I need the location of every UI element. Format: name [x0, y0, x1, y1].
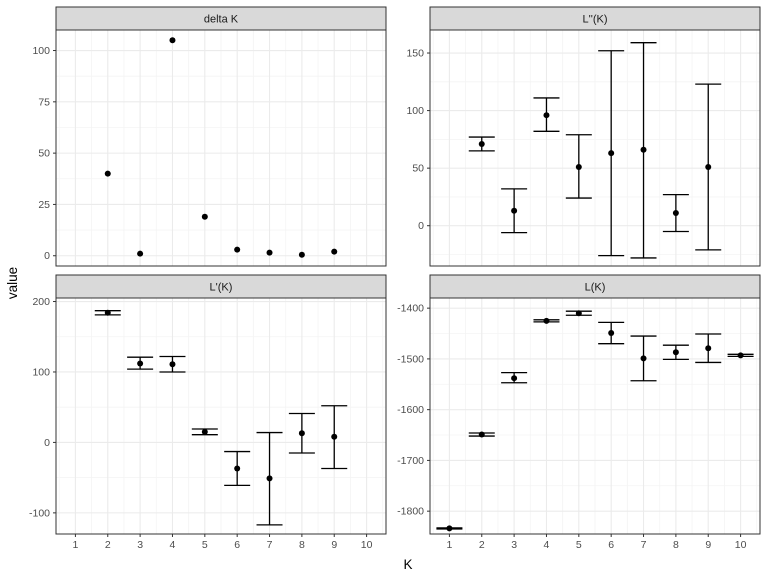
data-point	[331, 433, 338, 440]
panel-l-double-prime-k: L''(K) 0 50 100 150	[406, 6, 761, 267]
data-point	[575, 310, 582, 317]
x-tick-label: 6	[608, 539, 614, 551]
data-point	[104, 309, 111, 316]
x-tick-label: 6	[234, 539, 240, 551]
x-tick-label: 8	[673, 539, 679, 551]
strip-title-l-prime-k: L'(K)	[210, 282, 233, 294]
data-point	[608, 330, 615, 337]
y-tick-label: 0	[44, 437, 50, 449]
y-tick-label: 50	[38, 148, 50, 160]
data-point	[543, 112, 550, 119]
data-point	[446, 525, 453, 532]
x-tick-label: 5	[202, 539, 208, 551]
y-axis-title: value	[5, 267, 20, 299]
x-tick-label: 2	[479, 539, 485, 551]
y-tick-label: 0	[418, 220, 424, 232]
data-point	[169, 37, 176, 44]
data-point	[201, 213, 208, 220]
y-tick-label: -1700	[397, 455, 424, 467]
x-tick-label: 4	[170, 539, 176, 551]
strip-title-delta-k: delta K	[204, 14, 239, 26]
y-tick-label: 25	[38, 199, 50, 211]
y-tick-label: 75	[38, 96, 50, 108]
data-point	[640, 146, 647, 153]
panel-border-delta-k	[55, 29, 387, 267]
strip-title-l-k: L(K)	[585, 282, 606, 294]
x-tick-label: 4	[544, 539, 550, 551]
y-tick-label: 100	[32, 366, 50, 378]
x-tick-label: 7	[641, 539, 647, 551]
panels-layer: delta K0255075100L''(K)050100150L'(K)-10…	[29, 6, 761, 551]
data-point	[543, 317, 550, 324]
panel-l-prime-k: L'(K) -100 0 100 200 1 2 3 4 5 6 7 8 9 10	[29, 274, 387, 551]
x-tick-label: 9	[331, 539, 337, 551]
x-tick-label: 3	[511, 539, 517, 551]
data-point	[511, 207, 518, 214]
strip-title-l-double-prime-k: L''(K)	[583, 14, 608, 26]
data-point	[737, 352, 744, 359]
data-point	[705, 345, 712, 352]
data-point	[169, 361, 176, 368]
y-tick-label: 100	[32, 45, 50, 57]
panel-border-l-double-prime-k	[429, 29, 761, 267]
data-point	[104, 170, 111, 177]
data-point	[705, 163, 712, 170]
panel-border-l-k	[429, 297, 761, 535]
data-point	[575, 163, 582, 170]
data-point	[137, 360, 144, 367]
data-point	[478, 431, 485, 438]
data-point	[331, 248, 338, 255]
y-tick-label: -1600	[397, 404, 424, 416]
data-point	[511, 375, 518, 382]
panel-l-k: L(K) -1800 -1700 -1600 -1500 -1400 1 2 3 4 5 6 7 8 9 10	[397, 274, 761, 551]
data-point	[672, 349, 679, 356]
x-tick-label: 9	[705, 539, 711, 551]
x-tick-label: 10	[735, 539, 747, 551]
data-point	[298, 430, 305, 437]
y-tick-label: -1800	[397, 506, 424, 518]
data-point	[234, 246, 241, 253]
panel-border-l-prime-k	[55, 297, 387, 535]
x-tick-label: 2	[105, 539, 111, 551]
y-tick-label: 0	[44, 250, 50, 262]
x-tick-label: 8	[299, 539, 305, 551]
data-point	[266, 249, 273, 256]
x-tick-label: 5	[576, 539, 582, 551]
data-point	[608, 150, 615, 157]
x-tick-label: 1	[446, 539, 452, 551]
data-point	[201, 428, 208, 435]
y-tick-label: -1400	[397, 303, 424, 315]
data-point	[298, 251, 305, 258]
x-tick-label: 7	[267, 539, 273, 551]
y-tick-label: -100	[29, 507, 50, 519]
y-tick-label: 100	[406, 105, 424, 117]
x-axis-title: K	[403, 557, 412, 572]
x-tick-label: 10	[361, 539, 373, 551]
data-point	[137, 250, 144, 257]
data-point	[640, 355, 647, 362]
data-point	[266, 475, 273, 482]
y-tick-label: 200	[32, 296, 50, 308]
y-tick-label: 150	[406, 48, 424, 60]
x-tick-label: 1	[72, 539, 78, 551]
x-tick-label: 3	[137, 539, 143, 551]
y-tick-label: 50	[412, 163, 424, 175]
data-point	[234, 465, 241, 472]
panel-delta-k: delta K 0 25 50 75 100	[32, 6, 387, 267]
data-point	[478, 140, 485, 147]
data-point	[672, 210, 679, 217]
y-tick-label: -1500	[397, 353, 424, 365]
